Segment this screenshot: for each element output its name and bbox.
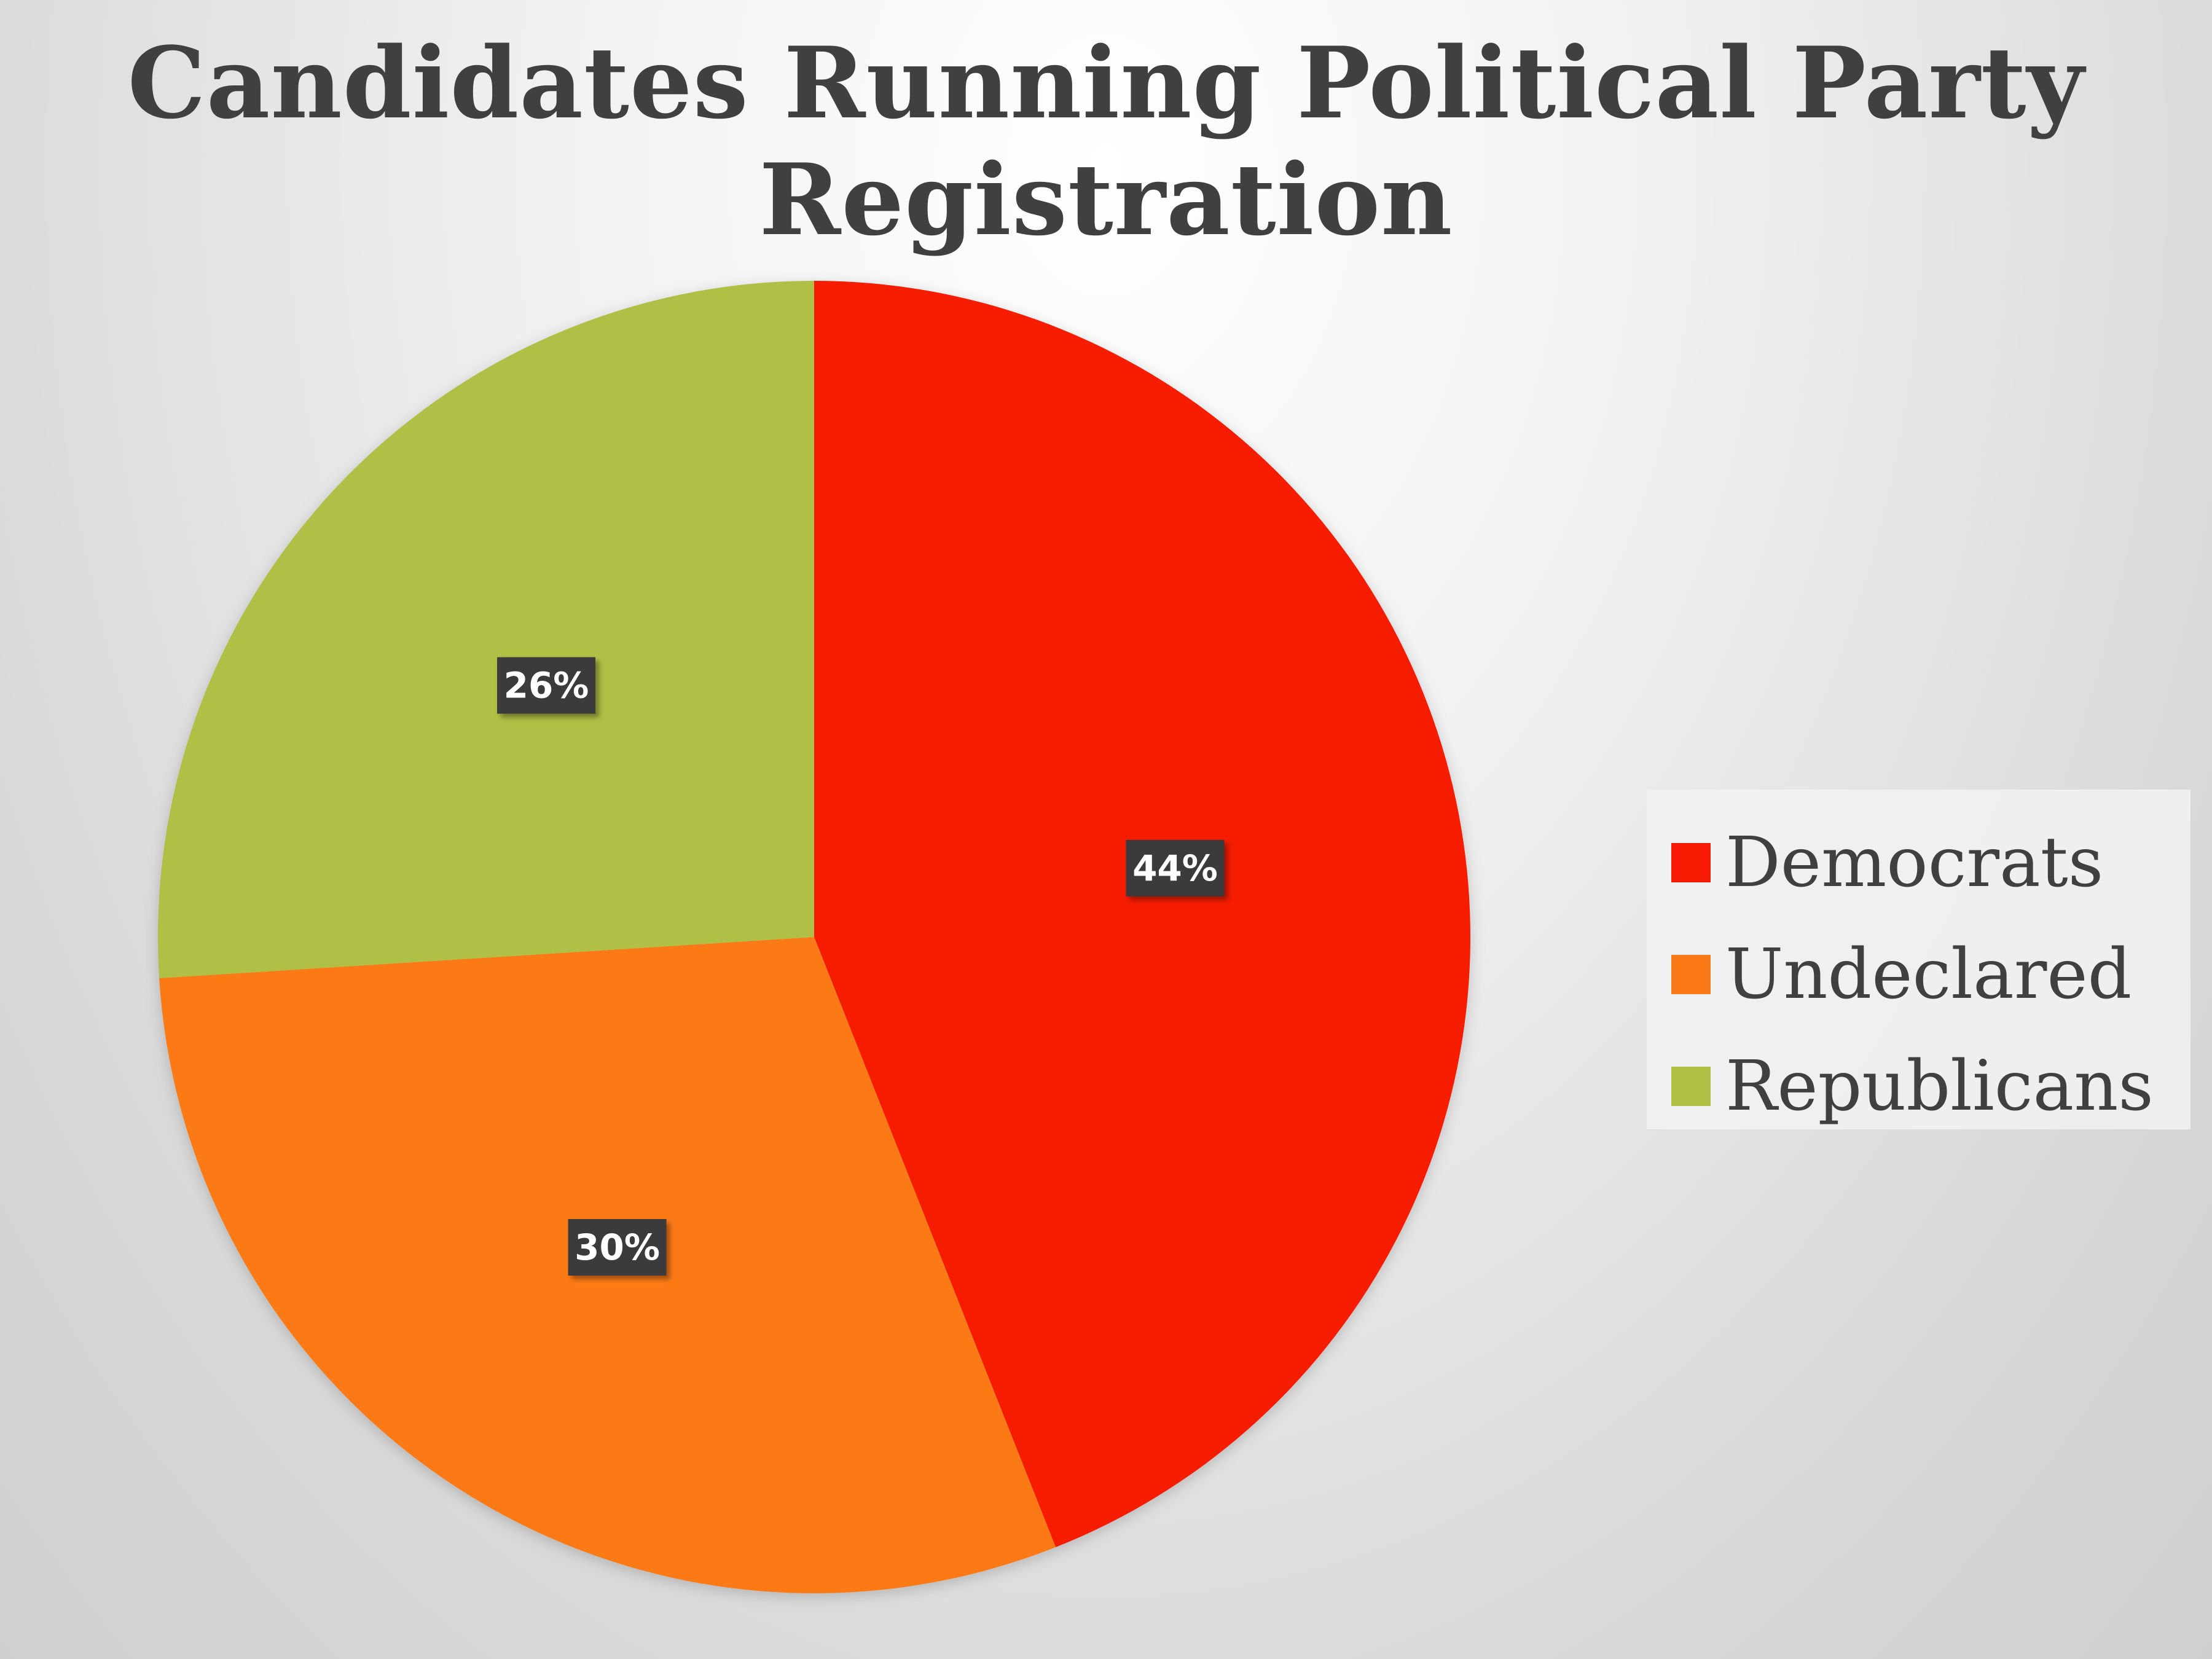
data-label-text: 44% <box>1132 847 1218 889</box>
data-label-box <box>568 1218 667 1276</box>
data-label-undeclared: 30% <box>568 1218 667 1276</box>
legend-item-undeclared: Undeclared <box>1671 919 2190 1030</box>
legend-swatch <box>1671 1067 1711 1106</box>
chart-title: Candidates Running Political Party Regis… <box>0 25 2212 258</box>
pie-slice-democrats <box>814 281 1470 1548</box>
pie-slices <box>158 281 1470 1593</box>
legend-item-republicans: Republicans <box>1671 1030 2190 1142</box>
legend-item-democrats: Democrats <box>1671 807 2190 919</box>
legend-label: Republicans <box>1725 1046 2154 1126</box>
legend-swatch <box>1671 955 1711 994</box>
legend-label: Undeclared <box>1725 935 2132 1014</box>
legend: Democrats Undeclared Republicans <box>1647 790 2190 1129</box>
pie-data-labels: 44% 30% 26% <box>497 657 1225 1276</box>
data-label-box <box>497 657 596 714</box>
data-label-democrats: 44% <box>1126 839 1225 896</box>
data-label-republicans: 26% <box>497 657 596 714</box>
chart-title-line-1: Candidates Running Political Party <box>127 25 2085 141</box>
data-label-box <box>1126 839 1225 896</box>
legend-swatch <box>1671 843 1711 882</box>
chart-title-line-2: Registration <box>759 142 1453 257</box>
data-label-text: 26% <box>504 665 589 707</box>
data-label-text: 30% <box>575 1226 660 1268</box>
pie-slice-republicans <box>158 281 814 979</box>
legend-label: Democrats <box>1725 823 2104 903</box>
